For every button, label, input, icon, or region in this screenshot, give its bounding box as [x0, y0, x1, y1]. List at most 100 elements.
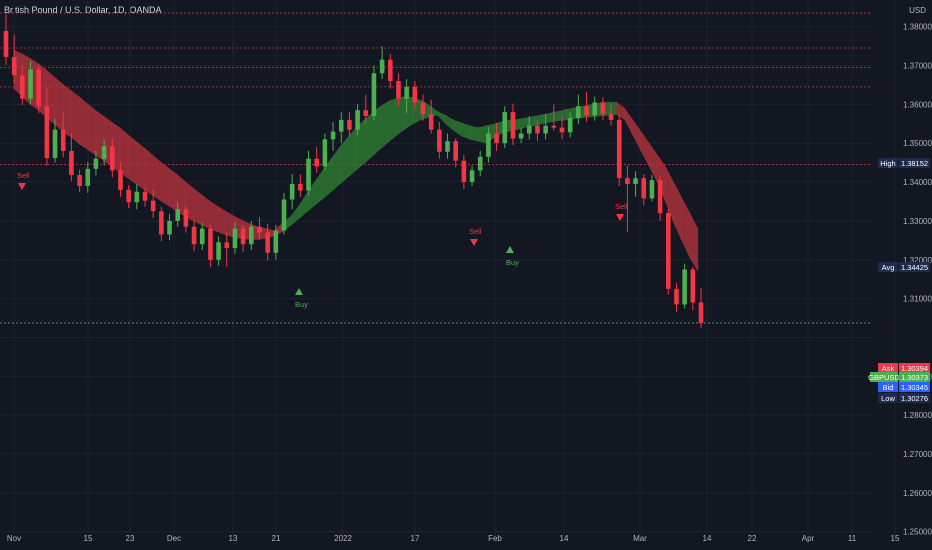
x-tick-label: Nov	[7, 534, 21, 543]
candle-body	[371, 73, 377, 117]
candle-body	[216, 242, 221, 260]
sell-label: Sell	[17, 171, 30, 180]
signals: Sell Buy Sell Buy Sell	[17, 171, 628, 309]
band-segment	[437, 111, 446, 125]
band-segment	[54, 76, 64, 132]
band-segment	[388, 97, 397, 143]
y-tick-label: 1.38000	[903, 23, 932, 32]
band-segment	[331, 146, 340, 192]
x-tick-label: 15	[84, 534, 93, 543]
candle-body	[461, 160, 467, 183]
price-tag-value-bg	[899, 363, 930, 373]
candle-body	[257, 226, 262, 233]
x-tick-label: 14	[560, 534, 569, 543]
candle-body	[592, 102, 598, 116]
candle-body	[347, 119, 352, 130]
price-tag-value: 1.30373	[901, 373, 928, 382]
candle-body	[698, 302, 704, 324]
x-tick-label: 22	[748, 534, 757, 543]
candle-body	[273, 230, 279, 253]
candle-body	[240, 228, 246, 245]
band-segment	[477, 125, 487, 144]
candle-body	[608, 114, 614, 120]
candle-body	[77, 175, 82, 186]
x-tick-label: 13	[229, 534, 238, 543]
band-segment	[339, 136, 349, 185]
candle-body	[690, 269, 696, 303]
band-segment	[445, 114, 454, 132]
y-tick-label: 1.26000	[903, 489, 932, 498]
buy-label: Buy	[506, 258, 519, 267]
candle-body	[199, 228, 205, 245]
price-tag-value: 1.34425	[901, 263, 928, 272]
candle-body	[44, 106, 50, 158]
candle-body	[126, 189, 131, 203]
band-segment	[160, 161, 169, 207]
band-segment	[135, 140, 145, 191]
candle-body	[665, 213, 671, 289]
price-tag-label-bg	[878, 363, 898, 373]
candle-body	[387, 59, 393, 82]
candle-body	[298, 183, 303, 191]
candle-body	[36, 69, 42, 107]
band-segment	[461, 122, 471, 140]
y-tick-label: 1.35000	[903, 139, 932, 148]
price-tag-value-bg	[899, 372, 930, 382]
candle-body	[183, 209, 189, 227]
band-segment	[534, 114, 544, 126]
x-tick-label: Dec	[167, 534, 181, 543]
y-tick-label: 1.37000	[903, 62, 932, 71]
price-tag-value: 1.30276	[901, 394, 928, 403]
grid	[0, 0, 896, 536]
price-tag-value: 1.30394	[901, 364, 928, 373]
x-tick-label: 23	[126, 534, 135, 543]
candle-body	[404, 86, 409, 99]
candle-body	[289, 183, 295, 200]
y-tick-label: 1.32000	[903, 256, 932, 265]
x-axis: Nov 15 23 Dec 13 21 2022 17 Feb 14 Mar 14 22 Apr 11 15	[7, 534, 900, 543]
band-segment	[526, 115, 536, 128]
candle-body	[338, 119, 344, 132]
price-tag-value-bg	[899, 262, 930, 272]
candle-body	[281, 199, 287, 231]
trend-band	[13, 49, 699, 273]
candle-body	[453, 141, 459, 161]
candle-body	[412, 86, 418, 103]
candle-body	[510, 112, 516, 139]
price-tag-value-bg	[899, 158, 930, 168]
candle-body	[469, 170, 475, 183]
x-tick-label: 17	[411, 534, 420, 543]
candle-body	[576, 106, 581, 118]
candle-body	[355, 110, 360, 130]
candle-body	[232, 228, 238, 249]
band-segment	[168, 167, 178, 212]
candle-body	[674, 288, 679, 305]
y-tick-label: 1.33000	[903, 217, 932, 226]
candle-body	[600, 102, 606, 115]
price-tag-label-bg	[878, 382, 898, 392]
buy-marker	[506, 246, 514, 253]
candle-body	[551, 125, 557, 128]
band-segment	[624, 107, 634, 136]
candle-body	[314, 158, 320, 167]
buy-marker	[295, 288, 303, 295]
currency-label: USD	[909, 6, 926, 15]
candle-body	[616, 119, 622, 179]
candle-body	[330, 131, 336, 140]
candle-body	[682, 269, 687, 305]
x-tick-label: Feb	[488, 534, 502, 543]
band-segment	[380, 100, 389, 150]
chart-title: British Pound / U.S. Dollar, 1D, OANDA	[4, 5, 162, 15]
sell-label: Sell	[469, 227, 482, 236]
y-tick-label: 1.34000	[903, 178, 932, 187]
band-segment	[62, 83, 72, 138]
candle-body	[28, 69, 33, 99]
price-tag-value: 1.38152	[901, 159, 928, 168]
candle-body	[428, 114, 434, 130]
candle-body	[101, 146, 107, 159]
candle-body	[265, 232, 270, 253]
price-tag-label: Low	[881, 394, 895, 403]
y-tick-label: 1.27000	[903, 450, 932, 459]
